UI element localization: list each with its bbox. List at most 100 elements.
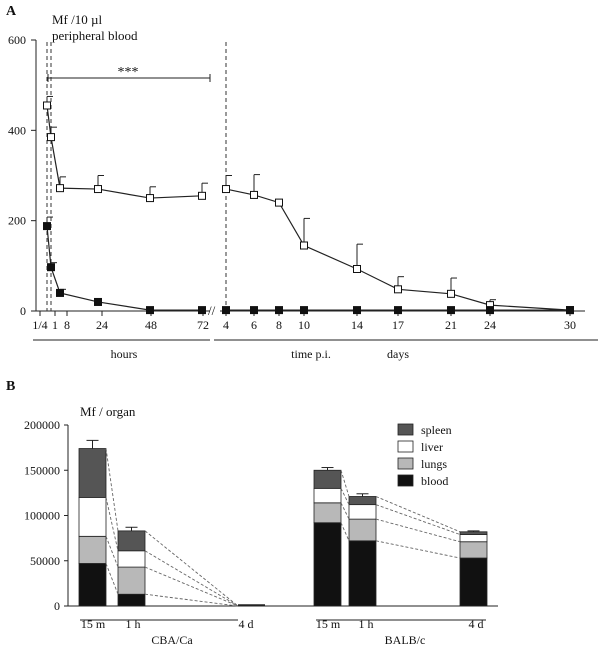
- open-square-point: [47, 133, 55, 142]
- filled-square-point: [47, 263, 55, 272]
- y-tick-label: 0: [54, 599, 60, 613]
- bar-label: 1 h: [359, 617, 374, 631]
- y-tick-label: 100000: [24, 509, 60, 523]
- bar-segment-liver: [348, 504, 377, 520]
- legend-label-spleen: spleen: [421, 423, 452, 437]
- bar-label: 1 h: [126, 617, 141, 631]
- open-square-point: [447, 289, 455, 298]
- open-square-point: [146, 194, 154, 203]
- x-tick-label: 4: [223, 318, 229, 332]
- y-tick-label: 50000: [30, 554, 60, 568]
- x-tick-label: 72: [197, 318, 209, 332]
- open-square-point: [94, 185, 102, 194]
- bar-segment-lungs: [78, 535, 107, 564]
- connector-line: [144, 530, 239, 607]
- bar-label: 4 d: [239, 617, 254, 631]
- x-tick-label: 8: [276, 318, 282, 332]
- x-tick-label: 6: [251, 318, 257, 332]
- bar-segment-spleen: [117, 530, 146, 552]
- bar-segment-blood: [313, 522, 342, 607]
- filled-square-point: [43, 222, 51, 231]
- y-tick-label: 150000: [24, 463, 60, 477]
- label-hours: hours: [111, 347, 138, 361]
- bar-segment-spleen: [459, 531, 488, 535]
- filled-square-point: [250, 306, 258, 315]
- filled-square-point: [486, 306, 494, 315]
- filled-square-point: [300, 306, 308, 315]
- filled-square-point: [222, 306, 230, 315]
- label-time-pi: time p.i.: [291, 347, 331, 361]
- panel-a-label: A: [6, 4, 17, 19]
- filled-square-point: [56, 288, 64, 297]
- panel-a-chart: Mf /10 µl peripheral blood // *** hours …: [8, 12, 598, 361]
- bar-segment-liver: [313, 487, 342, 504]
- bar-segment-liver: [117, 550, 146, 568]
- chart-a-title-line1: Mf /10 µl: [52, 12, 102, 27]
- y-tick-label: 200000: [24, 418, 60, 432]
- bar-label: 15 m: [316, 617, 341, 631]
- open-square-point: [300, 241, 308, 250]
- filled-square-point: [566, 306, 574, 315]
- connector-line: [144, 550, 239, 607]
- bar-label: 4 d: [469, 617, 484, 631]
- series-line: [46, 105, 203, 199]
- legend-swatch-blood: [397, 474, 414, 487]
- open-square-point: [394, 285, 402, 294]
- x-tick-label: 24: [96, 318, 108, 332]
- open-square-point: [56, 184, 64, 193]
- x-tick-label: 48: [145, 318, 157, 332]
- connector-line: [144, 593, 239, 607]
- open-square-point: [250, 190, 258, 199]
- legend-label-lungs: lungs: [421, 457, 447, 471]
- connector-line: [375, 518, 461, 543]
- x-tick-label: 17: [392, 318, 404, 332]
- filled-square-point: [146, 306, 154, 315]
- filled-square-point: [94, 297, 102, 306]
- x-tick-label: 1: [52, 318, 58, 332]
- label-days: days: [387, 347, 409, 361]
- filled-square-point: [447, 306, 455, 315]
- connector-line: [144, 566, 239, 607]
- legend-swatch-liver: [397, 440, 414, 453]
- group-label: CBA/Ca: [151, 633, 193, 647]
- bar-segment-lungs: [459, 541, 488, 559]
- bar-segment-blood: [348, 540, 377, 607]
- chart-a-title-line2: peripheral blood: [52, 28, 138, 43]
- filled-square-point: [198, 306, 206, 315]
- panel-b-label: B: [6, 379, 15, 394]
- open-square-point: [198, 191, 206, 200]
- bar-segment-lungs: [117, 566, 146, 595]
- group-label: BALB/c: [385, 633, 426, 647]
- x-tick-label: 21: [445, 318, 457, 332]
- panel-b-chart: Mf / organ 0 50000 100000 150000 200000 15 m 1…: [24, 404, 498, 647]
- bar-segment-lungs: [313, 502, 342, 524]
- bar-segment-liver: [459, 534, 488, 543]
- connector-line: [340, 470, 350, 497]
- significance-label: ***: [118, 65, 139, 80]
- bar-label: 15 m: [81, 617, 106, 631]
- connector-line: [340, 522, 350, 542]
- bar-segment-blood: [459, 557, 488, 607]
- connector-line: [340, 488, 350, 505]
- x-tick-label: 14: [351, 318, 363, 332]
- open-square-point: [222, 185, 230, 194]
- filled-square-point: [275, 306, 283, 315]
- x-tick-label: 8: [64, 318, 70, 332]
- open-square-point: [275, 198, 283, 207]
- filled-square-point: [353, 306, 361, 315]
- bar-segment-lungs: [348, 518, 377, 542]
- connector-line: [375, 540, 461, 559]
- chart-b-legend: spleen liver lungs blood: [397, 423, 452, 488]
- bar-segment-spleen: [348, 496, 377, 506]
- bar-segment-blood: [78, 563, 107, 607]
- chart-b-marks: 0 50000 100000 150000 200000 15 m 1 h 4 d CBA/Ca…: [24, 418, 488, 647]
- bar-segment-spleen: [78, 448, 107, 498]
- bar-segment-blood: [117, 593, 146, 607]
- filled-square-point: [394, 306, 402, 315]
- bar-segment-liver: [78, 496, 107, 537]
- legend-swatch-spleen: [397, 423, 414, 436]
- chart-b-ylabel: Mf / organ: [80, 404, 136, 419]
- connector-line: [375, 496, 461, 533]
- open-square-point: [43, 101, 51, 110]
